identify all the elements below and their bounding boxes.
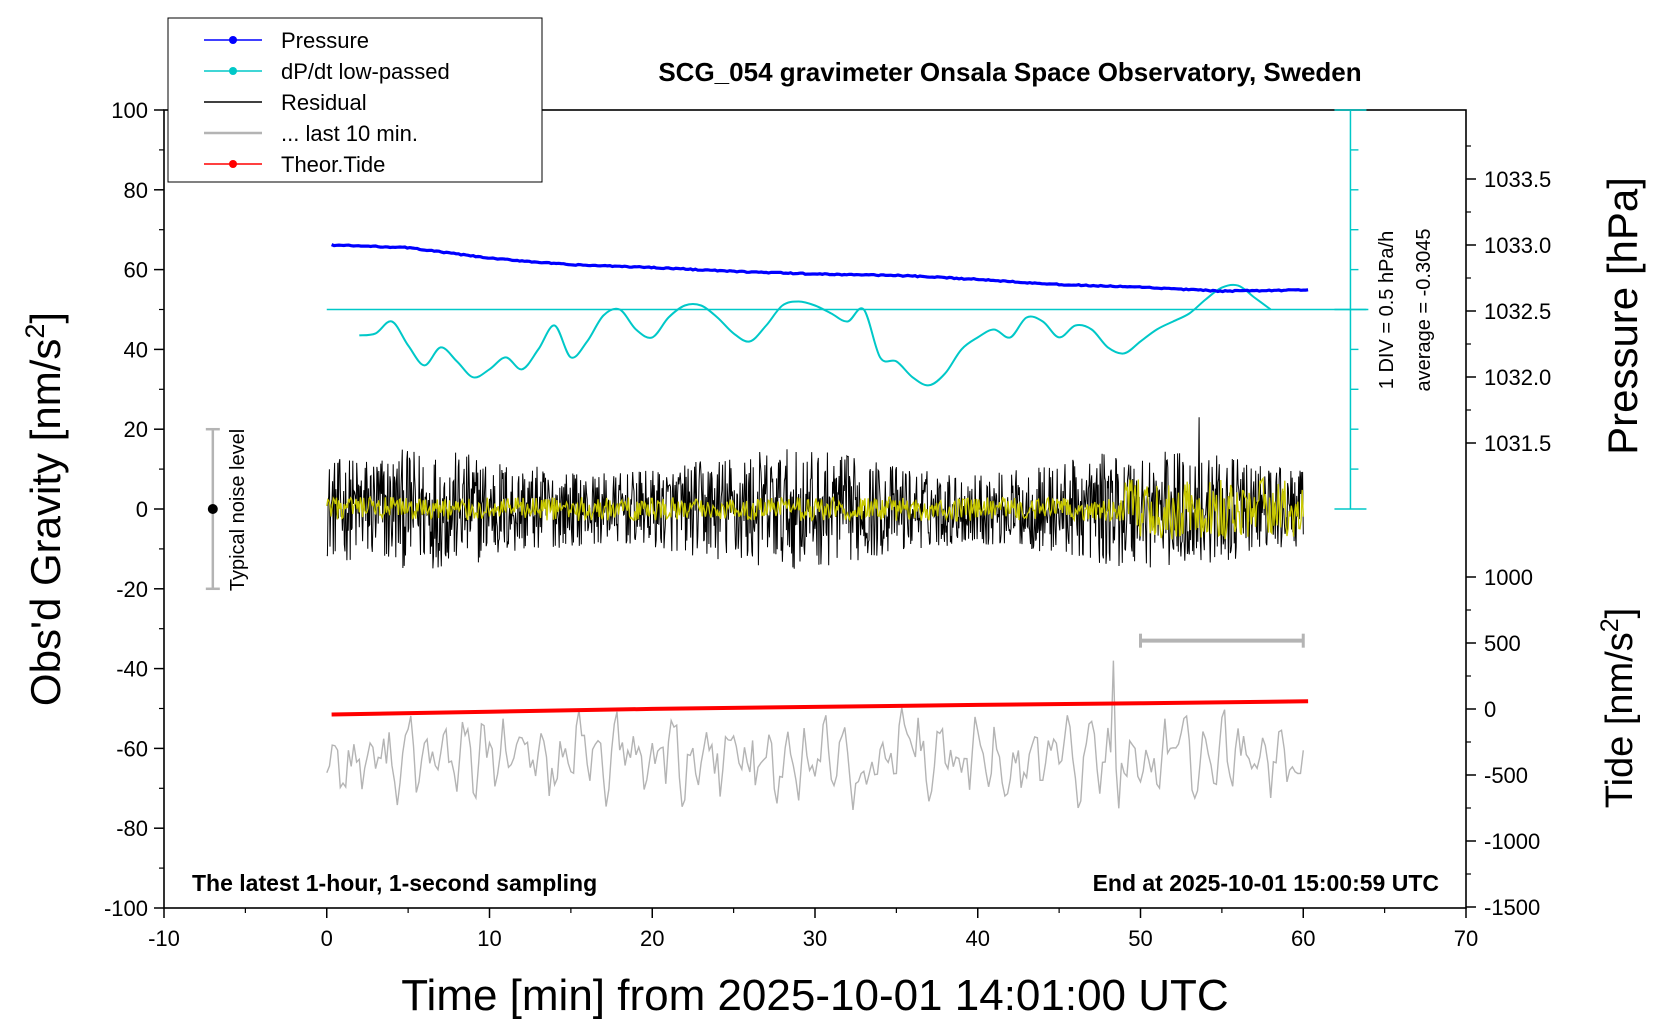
legend-label: Theor.Tide: [281, 152, 385, 177]
y-left-tick-label: 100: [111, 98, 148, 123]
dpdt-scale-label: 1 DIV = 0.5 hPa/h: [1376, 231, 1398, 389]
legend-box: [167, 17, 543, 183]
x-tick-label: 20: [640, 926, 664, 951]
noise-level-indicator: [205, 427, 220, 591]
noise-center-point: [207, 504, 218, 514]
legend-label: dP/dt low-passed: [281, 59, 450, 84]
y-axis-tide: 1000 500 0 -500 -1000 -1500: [1466, 565, 1540, 920]
pressure-tick-label: 1033.5: [1484, 167, 1551, 192]
y-left-tick-label: 60: [124, 258, 148, 283]
footer-right: End at 2025-10-01 15:00:59 UTC: [1093, 870, 1439, 896]
x-tick-label: -10: [148, 926, 180, 951]
series-theor-tide: [331, 699, 1309, 717]
y-axis-left-title: Obs'd Gravity [nm/s2]: [20, 312, 69, 706]
legend: Pressure dP/dt low-passed Residual ... last…: [167, 17, 543, 183]
y-left-tick-label: -80: [116, 816, 148, 841]
legend-marker: [229, 160, 237, 168]
pressure-tick-label: 1031.5: [1484, 431, 1551, 456]
series-dpdt-lowpassed: [359, 283, 1272, 387]
tide-tick-label: -1500: [1484, 895, 1540, 920]
series-last-10-min: [326, 660, 1304, 810]
legend-label: ... last 10 min.: [281, 121, 418, 146]
pressure-tick-label: 1032.0: [1484, 365, 1551, 390]
y-left-tick-label: 40: [124, 337, 148, 362]
x-tick-label: 70: [1454, 926, 1478, 951]
series-layer: [326, 243, 1369, 810]
tide-tick-label: 500: [1484, 631, 1521, 656]
pressure-tick-label: 1032.5: [1484, 299, 1551, 324]
x-tick-label: 10: [477, 926, 501, 951]
tide-tick-label: 0: [1484, 697, 1496, 722]
x-tick-label: 40: [966, 926, 990, 951]
legend-label: Residual: [281, 90, 367, 115]
y-axis-left: 100 80 60 40 20 0 -20 -40 -60 -80 -100: [104, 98, 164, 921]
legend-marker: [229, 36, 237, 44]
x-axis: -10 0 10 20 30 40 50 60 70: [148, 908, 1478, 951]
y-left-tick-label: 20: [124, 417, 148, 442]
tide-tick-label: -500: [1484, 763, 1528, 788]
tide-tick-label: 1000: [1484, 565, 1533, 590]
series-residual-lowpassed: [326, 476, 1304, 540]
y-left-tick-label: -60: [116, 736, 148, 761]
y-left-tick-label: -40: [116, 657, 148, 682]
y-left-tick-label: -100: [104, 896, 148, 921]
series-pressure: [331, 243, 1309, 294]
y-left-tick-label: 80: [124, 178, 148, 203]
chart-title: SCG_054 gravimeter Onsala Space Observat…: [658, 57, 1361, 87]
y-axis-pressure-title: Pressure [hPa]: [1599, 177, 1646, 455]
tide-tick-label: -1000: [1484, 829, 1540, 854]
legend-label: Pressure: [281, 28, 369, 53]
x-axis-title: Time [min] from 2025-10-01 14:01:00 UTC: [401, 971, 1228, 1020]
footer-left: The latest 1-hour, 1-second sampling: [192, 870, 597, 896]
noise-level-label: Typical noise level: [227, 429, 249, 591]
dpdt-average-label: average = -0.3045: [1413, 229, 1435, 392]
y-left-tick-label: 0: [136, 497, 148, 522]
y-left-tick-label: -20: [116, 577, 148, 602]
x-tick-label: 50: [1128, 926, 1152, 951]
y-axis-pressure: 1033.5 1033.0 1032.5 1032.0 1031.5: [1466, 145, 1551, 456]
pressure-tick-label: 1033.0: [1484, 233, 1551, 258]
x-tick-label: 0: [321, 926, 333, 951]
legend-marker: [229, 67, 237, 75]
y-axis-tide-title: Tide [nm/s2]: [1596, 608, 1641, 808]
x-tick-label: 60: [1291, 926, 1315, 951]
x-tick-label: 30: [803, 926, 827, 951]
